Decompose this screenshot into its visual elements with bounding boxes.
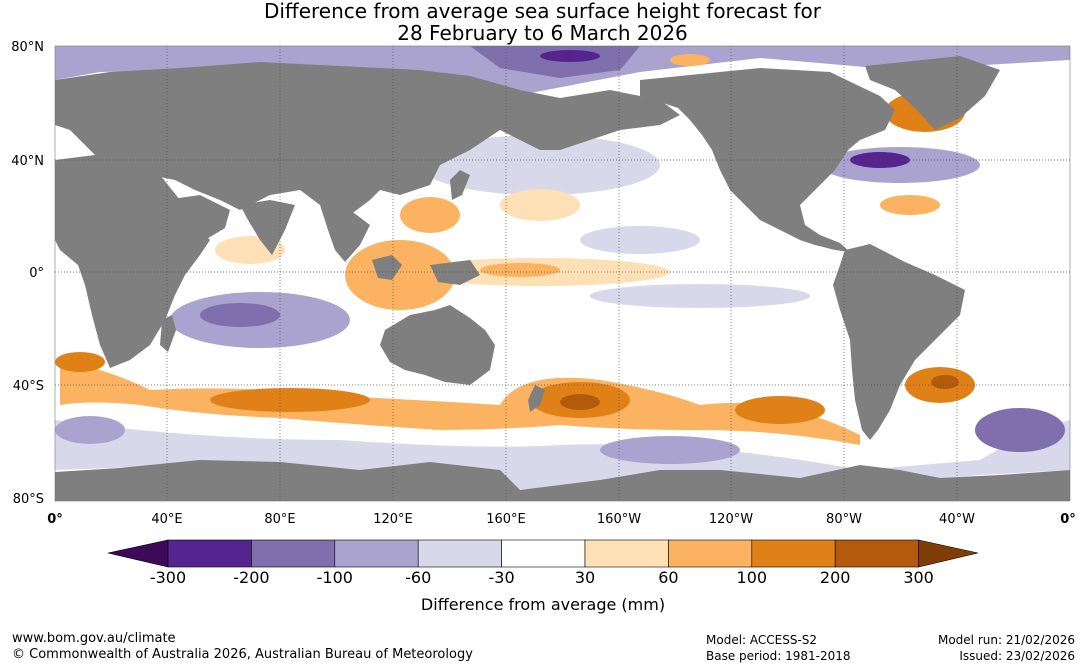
anomaly-negative-sw-indian: [55, 416, 125, 444]
anomaly-positive-maritime: [345, 240, 455, 310]
land-masses: [55, 56, 1070, 501]
lon-label-80w: 80°W: [826, 512, 862, 527]
colorbar-tick-label: 200: [820, 568, 851, 587]
chart-title-line2: 28 February to 6 March 2026: [397, 21, 688, 45]
colorbar-tick-label: 30: [575, 568, 595, 587]
colorbar-bin-7: [668, 539, 753, 568]
anomaly-positive-south-atl-core: [931, 375, 959, 389]
land-australia: [380, 305, 495, 385]
land-indochina: [320, 205, 370, 262]
land-new-zealand: [528, 385, 545, 412]
anomaly-negative-weddell: [975, 408, 1065, 452]
anomaly-positive-eq-pac-core: [480, 263, 560, 277]
lat-label-40n: 40°N: [11, 154, 44, 169]
lat-label-equator: 0°: [29, 266, 44, 281]
anomaly-negative-npac: [420, 135, 660, 195]
colorbar-bin-3: [334, 539, 419, 568]
lon-label-0-left: 0°: [47, 512, 63, 527]
anomaly-negative-npac-east: [580, 226, 700, 254]
source-url: www.bom.gov.au/climate: [12, 631, 176, 646]
colorbar-bin-2: [251, 539, 336, 568]
anomaly-negative-southern-outer: [55, 420, 1070, 490]
colorbar-tick-label: 300: [903, 568, 934, 587]
anomaly-negative-ross: [600, 436, 740, 464]
colorbar-tick-label: -100: [317, 568, 353, 587]
colorbar-tick-label: -60: [405, 568, 431, 587]
colorbar-bin-5: [501, 539, 586, 568]
anomaly-negative-arctic-core: [540, 50, 600, 62]
land-borneo: [372, 255, 402, 280]
colorbar-high-arrow: [918, 539, 979, 568]
anomaly-negative-eq-east: [590, 284, 810, 308]
land-new-guinea: [430, 260, 480, 285]
lat-label-40s: 40°S: [13, 379, 44, 394]
land-japan: [450, 170, 470, 200]
colorbar-tick-label: -30: [489, 568, 515, 587]
chart-title-line1: Difference from average sea surface heig…: [263, 0, 822, 23]
lon-label-120e: 120°E: [373, 512, 413, 527]
graticule: [55, 46, 1070, 501]
colorbar-tick-label: -200: [233, 568, 269, 587]
land-antarctica: [55, 460, 1070, 501]
anomaly-positive-south-indian: [210, 388, 370, 412]
anomaly-positive-npac: [500, 189, 580, 221]
anomaly-negative-indian-core: [200, 303, 280, 327]
colorbar-bin-6: [584, 539, 669, 568]
colorbar-tick-labels: -300 -200 -100 -60 -30 30 60 100 200 300: [150, 568, 934, 587]
anomaly-positive-natl-sub: [880, 195, 940, 215]
land-arabia: [165, 195, 230, 240]
anomaly-positive-tasman-core: [560, 394, 600, 410]
anomaly-positive-south-pac: [735, 396, 825, 424]
anomaly-patches: [55, 46, 1070, 490]
map-frame: [54, 45, 1071, 502]
land-south-america: [833, 244, 965, 440]
lon-label-40w: 40°W: [939, 512, 975, 527]
copyright-text: © Commonwealth of Australia 2026, Austra…: [12, 647, 473, 662]
lon-label-80e: 80°E: [264, 512, 295, 527]
model-name: Model: ACCESS-S2: [706, 633, 818, 647]
colorbar: [107, 539, 979, 568]
land-africa: [55, 155, 210, 368]
land-uk: [60, 100, 75, 122]
colorbar-bin-8: [751, 539, 836, 568]
anomaly-positive-agulhas: [55, 352, 105, 372]
colorbar-bin-4: [417, 539, 502, 568]
lon-label-160w: 160°W: [597, 512, 641, 527]
lat-label-80s: 80°S: [13, 492, 44, 507]
land-madagascar: [160, 315, 176, 352]
lon-label-0-right: 0°: [1060, 512, 1076, 527]
lon-label-160e: 160°E: [486, 512, 526, 527]
colorbar-bin-1: [167, 539, 252, 568]
land-north-america: [640, 68, 895, 252]
colorbar-bin-9: [834, 539, 919, 568]
base-period: Base period: 1981-2018: [706, 649, 851, 663]
colorbar-low-arrow: [107, 539, 169, 568]
lon-label-120w: 120°W: [709, 512, 753, 527]
colorbar-tick-label: -300: [150, 568, 186, 587]
model-run-date: Model run: 21/02/2026: [937, 633, 1075, 647]
land-eurasia: [55, 62, 680, 215]
anomaly-positive-beaufort: [670, 54, 710, 66]
lon-label-40e: 40°E: [151, 512, 182, 527]
land-greenland: [865, 56, 1000, 130]
colorbar-title: Difference from average (mm): [421, 595, 665, 614]
anomaly-positive-southern-band: [60, 360, 860, 445]
anomaly-positive-npac-west: [400, 197, 460, 233]
land-india: [240, 200, 295, 255]
lat-label-80n: 80°N: [11, 40, 44, 55]
colorbar-tick-label: 100: [737, 568, 768, 587]
colorbar-tick-label: 60: [658, 568, 678, 587]
issued-date: Issued: 23/02/2026: [959, 649, 1075, 663]
